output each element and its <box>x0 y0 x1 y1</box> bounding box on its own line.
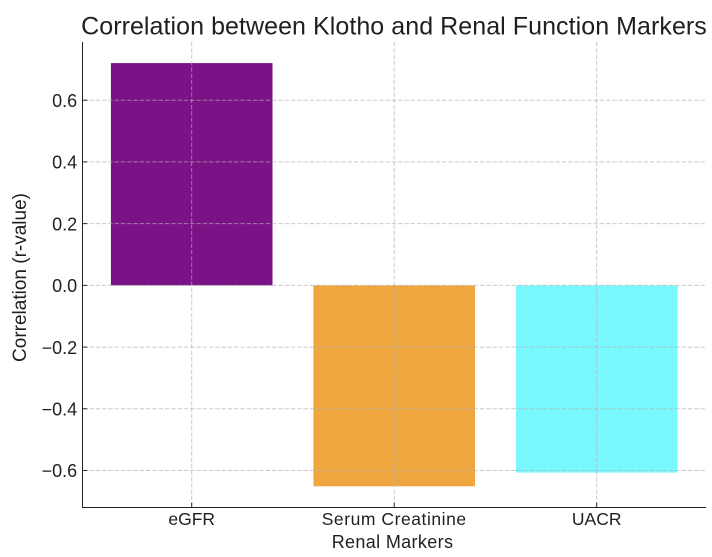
svg-text:0.4: 0.4 <box>52 153 77 173</box>
svg-text:−0.2: −0.2 <box>42 338 78 358</box>
svg-text:UACR: UACR <box>572 509 622 529</box>
svg-text:Renal Markers: Renal Markers <box>332 532 454 552</box>
svg-text:−0.4: −0.4 <box>42 400 78 420</box>
svg-text:0.6: 0.6 <box>52 91 77 111</box>
svg-text:0.2: 0.2 <box>52 214 77 234</box>
svg-text:Serum Creatinine: Serum Creatinine <box>322 509 467 529</box>
svg-text:eGFR: eGFR <box>168 509 215 529</box>
svg-text:Correlation (r-value): Correlation (r-value) <box>10 193 31 362</box>
svg-text:Correlation between Klotho and: Correlation between Klotho and Renal Fun… <box>81 13 707 41</box>
svg-text:0.0: 0.0 <box>52 276 77 296</box>
svg-text:−0.6: −0.6 <box>42 461 78 481</box>
